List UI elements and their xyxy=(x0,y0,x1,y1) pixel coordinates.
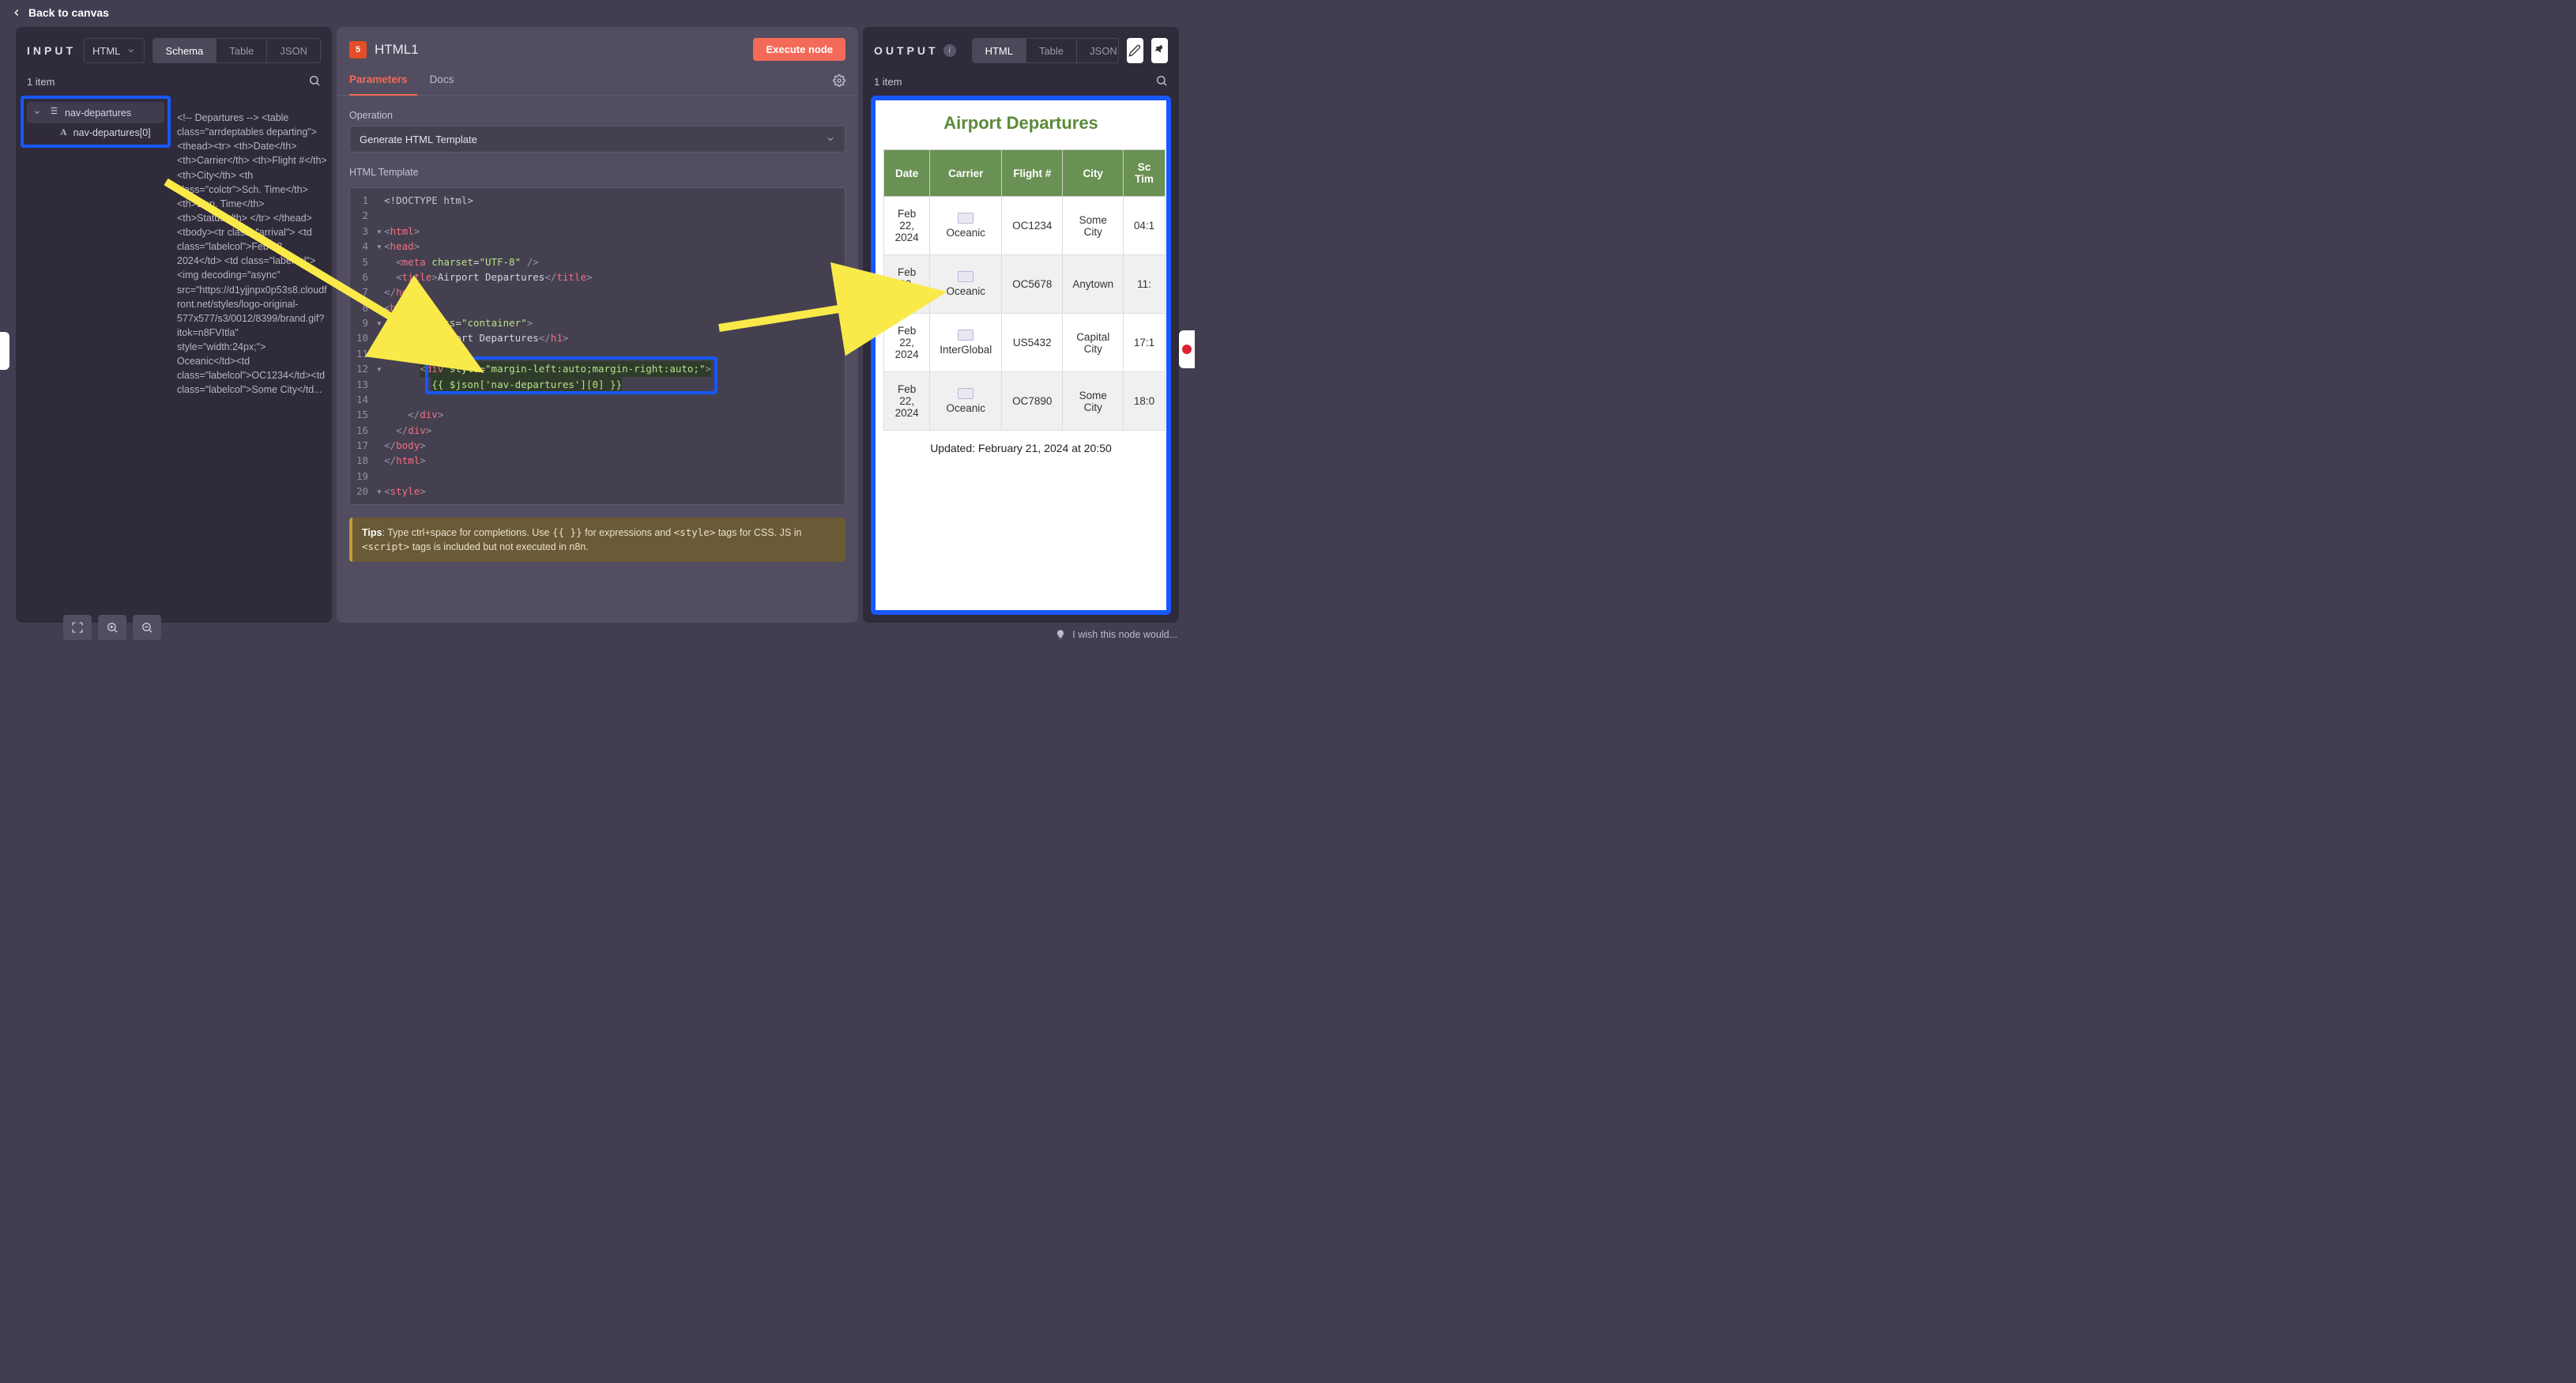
settings-gear-icon[interactable] xyxy=(833,66,845,95)
info-icon[interactable]: i xyxy=(943,44,956,57)
back-label: Back to canvas xyxy=(28,6,109,19)
input-title: INPUT xyxy=(27,44,76,57)
type-string-icon: A xyxy=(60,126,67,138)
left-edge-handle[interactable] xyxy=(0,332,9,370)
tree-row-child[interactable]: A nav-departures[0] xyxy=(24,123,168,141)
preview-heading: Airport Departures xyxy=(883,113,1158,134)
tree-row-root[interactable]: nav-departures xyxy=(27,102,164,123)
input-search-icon[interactable] xyxy=(308,74,321,89)
tree-child-label: nav-departures[0] xyxy=(73,127,151,138)
input-tab-schema[interactable]: Schema xyxy=(153,39,217,62)
input-tab-table[interactable]: Table xyxy=(217,39,267,62)
tab-docs[interactable]: Docs xyxy=(430,66,454,95)
feedback-hint-text: I wish this node would... xyxy=(1072,629,1177,640)
output-title: OUTPUT xyxy=(874,44,939,57)
tab-parameters[interactable]: Parameters xyxy=(349,66,408,95)
schema-value-preview: <!-- Departures --> <table class="arrdep… xyxy=(177,111,327,398)
tips-box: Tips: Type ctrl+space for completions. U… xyxy=(349,518,845,562)
input-source-value: HTML xyxy=(92,45,120,57)
execute-node-button[interactable]: Execute node xyxy=(753,38,845,61)
operation-select[interactable]: Generate HTML Template xyxy=(349,126,845,153)
feedback-hint[interactable]: I wish this node would... xyxy=(1055,629,1177,640)
output-panel: OUTPUT i HTML Table JSON Schema 1 item xyxy=(863,27,1179,623)
input-panel: INPUT HTML Schema Table JSON 1 item xyxy=(16,27,332,623)
zoom-out-button[interactable] xyxy=(133,615,161,640)
edit-button[interactable] xyxy=(1127,38,1143,63)
chevron-down-icon xyxy=(33,106,41,120)
node-title: HTML1 xyxy=(375,42,419,58)
zoom-controls xyxy=(63,615,161,640)
output-tab-json[interactable]: JSON xyxy=(1077,39,1119,62)
output-item-count: 1 item xyxy=(874,76,902,88)
zoom-in-button[interactable] xyxy=(98,615,126,640)
node-editor-panel: 5 HTML1 Execute node Parameters Docs Ope… xyxy=(337,27,858,623)
departures-table: DateCarrierFlight #CitySc Tim Feb22,2024… xyxy=(883,149,1166,431)
code-editor[interactable]: 1234567891011121314151617181920 <!DOCTYP… xyxy=(349,187,845,505)
list-icon xyxy=(47,105,58,120)
html5-icon: 5 xyxy=(349,41,367,58)
input-item-count: 1 item xyxy=(27,76,55,88)
fullscreen-button[interactable] xyxy=(63,615,92,640)
output-tab-html[interactable]: HTML xyxy=(973,39,1026,62)
html-preview-frame: Airport Departures DateCarrierFlight #Ci… xyxy=(871,96,1171,615)
preview-updated: Updated: February 21, 2024 at 20:50 xyxy=(883,442,1158,454)
output-view-tabs: HTML Table JSON Schema xyxy=(972,38,1119,63)
right-edge-handle[interactable] xyxy=(1179,330,1195,368)
back-to-canvas-link[interactable]: Back to canvas xyxy=(11,6,109,19)
operation-value: Generate HTML Template xyxy=(360,134,477,145)
operation-label: Operation xyxy=(349,110,845,121)
input-tab-json[interactable]: JSON xyxy=(267,39,320,62)
input-source-select[interactable]: HTML xyxy=(84,38,145,63)
input-view-tabs: Schema Table JSON xyxy=(153,38,321,63)
output-search-icon[interactable] xyxy=(1155,74,1168,89)
pin-button[interactable] xyxy=(1151,38,1168,63)
tree-root-label: nav-departures xyxy=(65,107,131,119)
template-label: HTML Template xyxy=(349,167,845,178)
output-tab-table[interactable]: Table xyxy=(1026,39,1077,62)
